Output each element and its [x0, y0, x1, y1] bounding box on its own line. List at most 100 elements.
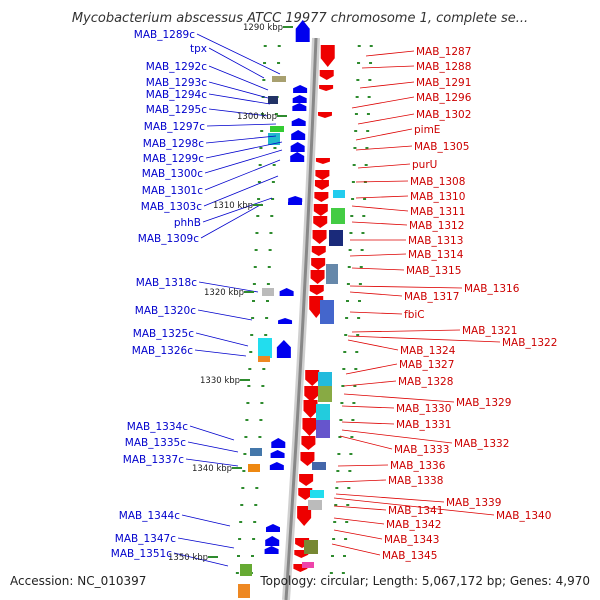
gene-category-block [270, 126, 284, 132]
gene-label-left[interactable]: MAB_1295c [146, 104, 207, 116]
gene-label-right[interactable]: MAB_1324 [400, 345, 456, 357]
track-tick-right2 [347, 487, 351, 489]
gene-label-left[interactable]: tpx [190, 43, 207, 55]
gene-label-left[interactable]: MAB_1325c [133, 328, 194, 340]
gene-label-right[interactable]: MAB_1328 [398, 376, 453, 388]
track-tick-left2 [262, 368, 266, 370]
gene-label-right[interactable]: MAB_1329 [456, 397, 511, 409]
scale-ticks: 1290 kbp 1300 kbp 1310 kbp 1320 kbp 1330 kbp… [168, 23, 293, 563]
gene-label-right[interactable]: MAB_1314 [408, 249, 464, 261]
gene-label-right[interactable]: MAB_1317 [404, 291, 459, 303]
gene-label-right[interactable]: MAB_1345 [382, 550, 437, 562]
gene-category-block [272, 76, 286, 82]
gene-label-left[interactable]: MAB_1320c [135, 305, 196, 317]
gene-label-right[interactable]: MAB_1311 [410, 206, 465, 218]
gene-category-block [308, 500, 322, 510]
gene-label-right[interactable]: MAB_1315 [406, 265, 461, 277]
gene-label-left[interactable]: MAB_1289c [134, 29, 195, 41]
gene-label-right[interactable]: MAB_1288 [416, 61, 471, 73]
gene-label-left[interactable]: MAB_1300c [142, 168, 203, 180]
gene-label-left[interactable]: MAB_1292c [146, 61, 207, 73]
gene-label-left[interactable]: MAB_1301c [142, 185, 203, 197]
gene-category-block [333, 190, 345, 198]
gene-label-right[interactable]: MAB_1310 [410, 191, 465, 203]
gene-label-left[interactable]: MAB_1318c [136, 277, 197, 289]
left-label-leader [177, 537, 235, 549]
gene-label-left[interactable]: MAB_1309c [138, 233, 199, 245]
track-tick-left [257, 181, 261, 183]
track-tick-left [245, 419, 249, 421]
gene-label-left[interactable]: MAB_1344c [119, 510, 180, 522]
gene-category-block [318, 386, 332, 402]
gene-label-right[interactable]: MAB_1327 [399, 359, 454, 371]
track-tick-left [236, 555, 240, 557]
right-label-leader [351, 96, 415, 109]
left-label-leader [198, 281, 259, 293]
gene-label-left[interactable]: MAB_1351c [111, 548, 172, 560]
gene-label-left[interactable]: MAB_1303c [141, 201, 202, 213]
gene-label-left[interactable]: MAB_1297c [144, 121, 205, 133]
track-tick-left [259, 147, 263, 149]
gene-label-right[interactable]: MAB_1340 [496, 510, 551, 522]
track-tick-right2 [349, 453, 353, 455]
gene-label-right[interactable]: MAB_1321 [462, 325, 517, 337]
gene-label-right[interactable]: MAB_1333 [394, 444, 449, 456]
right-label-leader [351, 267, 405, 271]
track-tick-right [333, 521, 337, 523]
gene-category-block [320, 300, 334, 324]
gene-label-right[interactable]: MAB_1302 [416, 109, 471, 121]
gene-label-right[interactable]: fbiC [404, 309, 425, 321]
gene-label-right[interactable]: pimE [414, 124, 440, 136]
gene-label-right[interactable]: MAB_1322 [502, 337, 557, 349]
gene-label-left[interactable]: MAB_1299c [143, 153, 204, 165]
track-tick-right [357, 45, 361, 47]
track-tick-right [329, 572, 333, 574]
gene-label-left[interactable]: MAB_1335c [125, 437, 186, 449]
forward-gene-arrow [298, 488, 313, 500]
scale-tick-mark [240, 379, 250, 381]
gene-label-left[interactable]: MAB_1334c [127, 421, 188, 433]
gene-label-left[interactable]: MAB_1337c [123, 454, 184, 466]
track-tick-right2 [360, 249, 364, 251]
gene-label-right[interactable]: MAB_1342 [386, 519, 441, 531]
reverse-gene-arrow [287, 200, 302, 205]
gene-label-right[interactable]: MAB_1305 [414, 141, 469, 153]
gene-label-right[interactable]: MAB_1308 [410, 176, 465, 188]
scale-tick-mark [208, 556, 218, 558]
gene-label-right[interactable]: MAB_1332 [454, 438, 509, 450]
gene-label-left[interactable]: MAB_1294c [146, 89, 207, 101]
gene-label-right[interactable]: MAB_1287 [416, 46, 471, 58]
track-tick-left2 [264, 334, 268, 336]
track-tick-left2 [250, 555, 254, 557]
gene-label-left[interactable]: MAB_1298c [143, 138, 204, 150]
gene-label-right[interactable]: MAB_1341 [388, 505, 443, 517]
gene-label-right[interactable]: MAB_1338 [388, 475, 443, 487]
gene-label-right[interactable]: MAB_1343 [384, 534, 439, 546]
gene-label-right[interactable]: MAB_1291 [416, 77, 471, 89]
gene-label-left[interactable]: MAB_1326c [132, 345, 193, 357]
track-tick-right [354, 130, 358, 132]
track-tick-right [349, 232, 353, 234]
gene-label-right[interactable]: MAB_1312 [409, 220, 464, 232]
track-tick-left [248, 368, 252, 370]
track-tick-left [243, 453, 247, 455]
track-tick-left [240, 504, 244, 506]
track-tick-left [255, 232, 259, 234]
gene-label-right[interactable]: purU [412, 159, 437, 171]
right-label-leader [349, 311, 403, 315]
gene-label-right[interactable]: MAB_1336 [390, 460, 446, 472]
gene-label-left[interactable]: phhB [174, 217, 201, 229]
gene-label-right[interactable]: MAB_1296 [416, 92, 472, 104]
gene-label-right[interactable]: MAB_1339 [446, 497, 501, 509]
gene-label-right[interactable]: MAB_1316 [464, 283, 520, 295]
gene-label-right[interactable]: MAB_1330 [396, 403, 451, 415]
gene-label-right[interactable]: MAB_1313 [408, 235, 463, 247]
reverse-gene-arrow [291, 130, 306, 140]
gene-label-left[interactable]: MAB_1293c [146, 77, 207, 89]
reverse-gene-arrow [295, 20, 310, 42]
right-label-leader [333, 505, 387, 511]
gene-label-left[interactable]: MAB_1347c [115, 533, 176, 545]
gene-label-right[interactable]: MAB_1331 [396, 419, 451, 431]
track-tick-right2 [353, 385, 357, 387]
track-tick-right [330, 555, 334, 557]
